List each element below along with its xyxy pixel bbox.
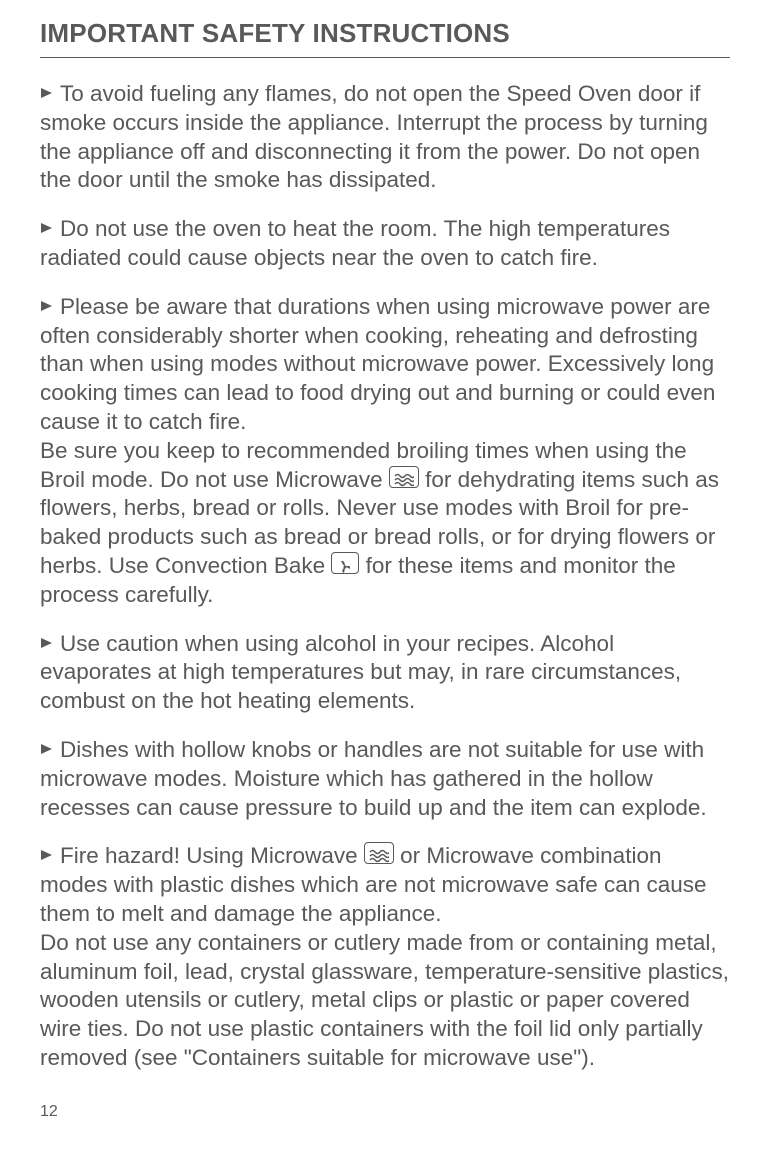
- page-title: IMPORTANT SAFETY INSTRUCTIONS: [40, 18, 730, 57]
- para-text: Fire hazard! Using Microwave: [60, 843, 364, 868]
- fan-icon: [331, 552, 359, 574]
- safety-para-6: Fire hazard! Using Microwave or Microwav…: [40, 842, 730, 1072]
- triangle-bullet-icon: [40, 79, 54, 108]
- content-area: To avoid fueling any flames, do not open…: [40, 80, 730, 1073]
- para-text: Do not use any containers or cutlery mad…: [40, 930, 729, 1070]
- safety-para-5: Dishes with hollow knobs or handles are …: [40, 736, 730, 822]
- triangle-bullet-icon: [40, 214, 54, 243]
- para-text: To avoid fueling any flames, do not open…: [40, 81, 708, 192]
- microwave-icon: [364, 842, 394, 864]
- page-number: 12: [40, 1103, 58, 1121]
- safety-para-3: Please be aware that durations when usin…: [40, 293, 730, 610]
- safety-para-4: Use caution when using alcohol in your r…: [40, 630, 730, 716]
- para-text: Do not use the oven to heat the room. Th…: [40, 216, 670, 270]
- triangle-bullet-icon: [40, 735, 54, 764]
- safety-para-2: Do not use the oven to heat the room. Th…: [40, 215, 730, 273]
- triangle-bullet-icon: [40, 629, 54, 658]
- triangle-bullet-icon: [40, 292, 54, 321]
- para-text: Use caution when using alcohol in your r…: [40, 631, 681, 714]
- safety-para-1: To avoid fueling any flames, do not open…: [40, 80, 730, 195]
- para-text: Dishes with hollow knobs or handles are …: [40, 737, 707, 820]
- triangle-bullet-icon: [40, 841, 54, 870]
- title-rule: [40, 57, 730, 58]
- microwave-icon: [389, 466, 419, 488]
- para-text: Please be aware that durations when usin…: [40, 294, 715, 434]
